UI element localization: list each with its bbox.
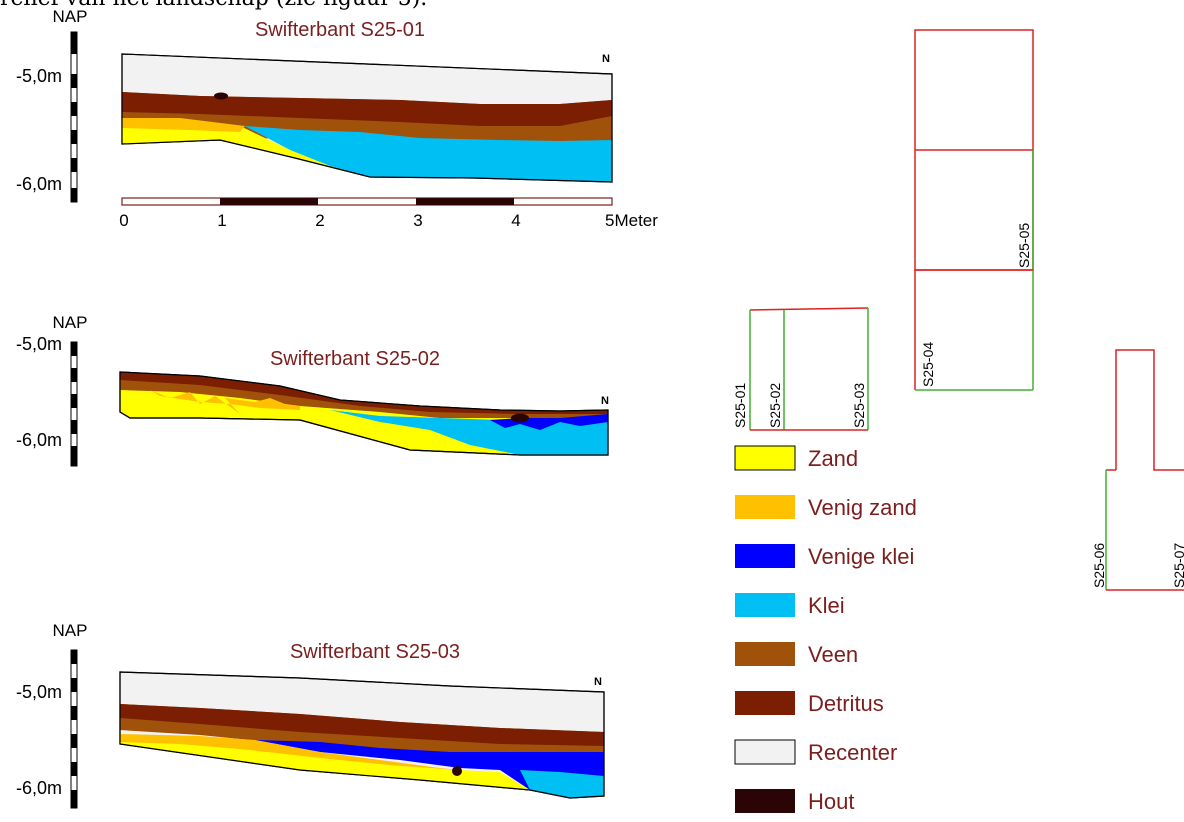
depth-ruler	[70, 649, 78, 809]
legend-label: Zand	[808, 446, 858, 471]
trench-block-s25-06-07	[1105, 349, 1184, 591]
legend-label: Venig zand	[808, 495, 917, 520]
scale-tick-label: 4	[511, 211, 520, 230]
trench-plan	[749, 29, 1184, 591]
trench-label: S25-02	[767, 383, 783, 428]
depth-label-top: -5,0m	[16, 334, 62, 354]
trench-label: S25-06	[1091, 543, 1107, 588]
north-marker: N	[601, 395, 609, 407]
legend-swatch	[735, 691, 795, 715]
profile-section	[119, 371, 609, 456]
legend-item-zand: Zand	[734, 445, 858, 471]
trench-label: S25-04	[920, 342, 936, 387]
depth-label-bottom: -6,0m	[16, 430, 62, 450]
legend-swatch	[734, 739, 796, 765]
legend-swatch	[735, 642, 795, 666]
trench-block-s25-04-05	[914, 29, 1034, 391]
legend-item-venige-klei: Venige klei	[735, 544, 914, 569]
legend-item-klei: Klei	[735, 593, 845, 618]
profile-section	[119, 671, 605, 799]
legend-label: Recenter	[808, 740, 897, 765]
depth-label-top: -5,0m	[16, 682, 62, 702]
legend-label: Hout	[808, 789, 854, 814]
trench-label: S25-01	[732, 383, 748, 428]
depth-ruler	[70, 341, 78, 467]
scale-end-label: 5Meter	[605, 211, 658, 230]
wood-find	[511, 413, 529, 423]
intro-text: reliëf van het landschap (zie figuur 5).	[0, 0, 427, 11]
legend-label: Venige klei	[808, 544, 914, 569]
legend-item-hout: Hout	[735, 789, 854, 814]
depth-label-bottom: -6,0m	[16, 778, 62, 798]
trench-block-s25-01-03	[749, 307, 869, 431]
nap-label: NAP	[53, 621, 88, 640]
legend-label: Klei	[808, 593, 845, 618]
legend-swatch	[735, 495, 795, 519]
legend-swatch	[735, 593, 795, 617]
profile-title: Swifterbant S25-02	[270, 348, 440, 370]
legend-item-veen: Veen	[735, 642, 858, 667]
profile-s25-03: NAP Swifterbant S25-03 -5,0m -6,0m N	[16, 621, 605, 809]
legend-swatch	[734, 445, 796, 471]
legend-item-recenter: Recenter	[734, 739, 897, 765]
north-marker: N	[602, 53, 610, 65]
trench-label: S25-03	[851, 383, 867, 428]
legend-label: Veen	[808, 642, 858, 667]
scale-bar: 0 1 2 3 4 5Meter	[119, 197, 658, 230]
legend-swatch	[735, 544, 795, 568]
wood-find	[452, 766, 462, 776]
legend-swatch	[735, 789, 795, 813]
scale-tick-label: 3	[413, 211, 422, 230]
depth-label-bottom: -6,0m	[16, 174, 62, 194]
scale-tick-label: 2	[315, 211, 324, 230]
trench-label: S25-07	[1171, 543, 1184, 588]
scale-tick-label: 0	[119, 211, 128, 230]
legend: Zand Venig zand Venige klei Klei Veen De…	[734, 445, 917, 814]
profile-section	[121, 53, 613, 183]
nap-label: NAP	[53, 313, 88, 332]
legend-item-detritus: Detritus	[735, 691, 884, 716]
north-marker: N	[594, 676, 602, 688]
depth-label-top: -5,0m	[16, 66, 62, 86]
profile-s25-01: Swifterbant S25-01 NAP -5,0m -6,0m N	[16, 7, 613, 203]
scale-tick-label: 1	[217, 211, 226, 230]
legend-item-venig-zand: Venig zand	[735, 495, 917, 520]
trench-label: S25-05	[1016, 223, 1032, 268]
nap-label: NAP	[53, 7, 88, 26]
wood-find	[214, 92, 228, 100]
profile-title: Swifterbant S25-01	[255, 19, 425, 41]
trench-labels: S25-01 S25-02 S25-03 S25-04 S25-05 S25-0…	[732, 223, 1184, 588]
profile-s25-02: NAP -5,0m -6,0m Swifterbant S25-02 N	[16, 313, 609, 467]
legend-label: Detritus	[808, 691, 884, 716]
depth-ruler	[70, 31, 78, 203]
profile-title: Swifterbant S25-03	[290, 641, 460, 663]
